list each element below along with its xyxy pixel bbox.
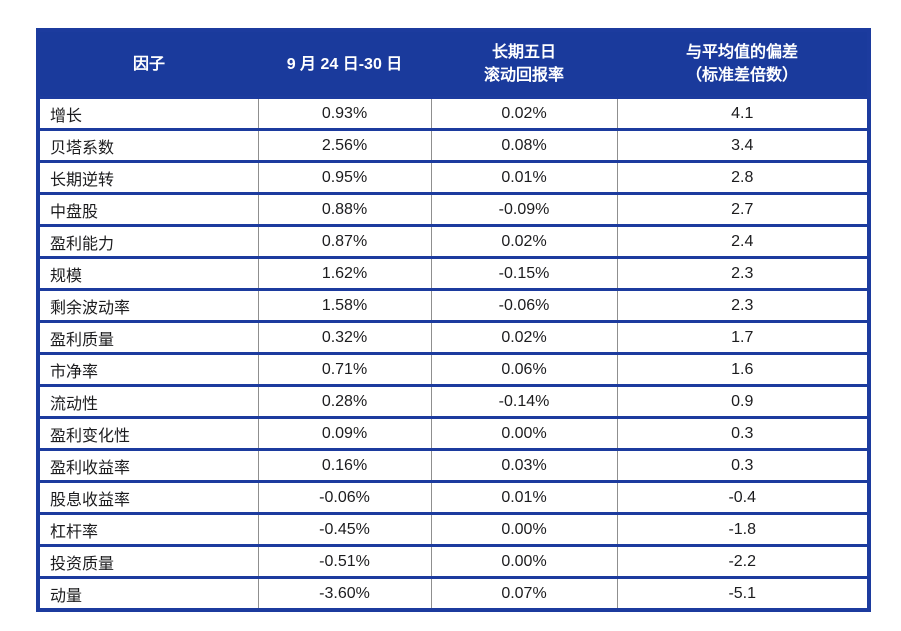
deviation-cell: 0.3: [616, 448, 869, 482]
deviation-cell: 1.7: [616, 320, 869, 354]
week-return-cell: 1.62%: [257, 256, 431, 290]
factor-cell: 长期逆转: [38, 160, 258, 194]
factor-cell: 市净率: [38, 352, 258, 386]
deviation-cell: -2.2: [616, 544, 869, 578]
table-row: 长期逆转 0.95% 0.01% 2.8: [38, 160, 869, 194]
rolling-return-cell: 0.01%: [430, 160, 617, 194]
rolling-return-cell: 0.07%: [430, 576, 617, 610]
factor-cell: 杠杆率: [38, 512, 258, 546]
week-return-cell: 0.71%: [257, 352, 431, 386]
factor-cell: 贝塔系数: [38, 128, 258, 162]
factor-returns-table: 因子 9 月 24 日-30 日 长期五日 滚动回报率 与平均值的偏差 （标准差…: [36, 28, 871, 612]
factor-cell: 增长: [38, 96, 258, 130]
factor-cell: 投资质量: [38, 544, 258, 578]
table-row: 盈利质量 0.32% 0.02% 1.7: [38, 320, 869, 354]
factor-cell: 剩余波动率: [38, 288, 258, 322]
week-return-cell: -3.60%: [257, 576, 431, 610]
rolling-return-cell: -0.06%: [430, 288, 617, 322]
table-header: 因子 9 月 24 日-30 日 长期五日 滚动回报率 与平均值的偏差 （标准差…: [38, 30, 869, 98]
rolling-return-cell: 0.06%: [430, 352, 617, 386]
deviation-cell: 2.3: [616, 256, 869, 290]
factor-cell: 动量: [38, 576, 258, 610]
table-row: 盈利能力 0.87% 0.02% 2.4: [38, 224, 869, 258]
deviation-cell: -5.1: [616, 576, 869, 610]
col-header-week-range-label: 9 月 24 日-30 日: [286, 55, 403, 73]
deviation-cell: 0.9: [616, 384, 869, 418]
deviation-cell: 4.1: [616, 96, 869, 130]
rolling-return-cell: 0.01%: [430, 480, 617, 514]
week-return-cell: 0.95%: [257, 160, 431, 194]
week-return-cell: 0.09%: [257, 416, 431, 450]
rolling-return-cell: 0.02%: [430, 224, 617, 258]
table-row: 流动性 0.28% -0.14% 0.9: [38, 384, 869, 418]
rolling-return-cell: 0.00%: [430, 512, 617, 546]
deviation-cell: 2.3: [616, 288, 869, 322]
rolling-return-cell: -0.14%: [430, 384, 617, 418]
table-row: 增长 0.93% 0.02% 4.1: [38, 96, 869, 130]
table-row: 杠杆率 -0.45% 0.00% -1.8: [38, 512, 869, 546]
header-row: 因子 9 月 24 日-30 日 长期五日 滚动回报率 与平均值的偏差 （标准差…: [38, 30, 869, 98]
table-row: 剩余波动率 1.58% -0.06% 2.3: [38, 288, 869, 322]
col-header-deviation: 与平均值的偏差 （标准差倍数）: [617, 30, 869, 98]
deviation-cell: 2.8: [616, 160, 869, 194]
factor-cell: 股息收益率: [38, 480, 258, 514]
col-header-week-range: 9 月 24 日-30 日: [258, 30, 431, 98]
week-return-cell: 1.58%: [257, 288, 431, 322]
table-row: 股息收益率 -0.06% 0.01% -0.4: [38, 480, 869, 514]
table-row: 贝塔系数 2.56% 0.08% 3.4: [38, 128, 869, 162]
factor-cell: 规模: [38, 256, 258, 290]
factor-cell: 流动性: [38, 384, 258, 418]
table-row: 盈利收益率 0.16% 0.03% 0.3: [38, 448, 869, 482]
col-header-factor: 因子: [38, 30, 258, 98]
rolling-return-cell: 0.08%: [430, 128, 617, 162]
week-return-cell: 0.93%: [257, 96, 431, 130]
table-body: 增长 0.93% 0.02% 4.1 贝塔系数 2.56% 0.08% 3.4 …: [38, 96, 869, 610]
deviation-cell: 2.4: [616, 224, 869, 258]
table-row: 盈利变化性 0.09% 0.00% 0.3: [38, 416, 869, 450]
table-row: 投资质量 -0.51% 0.00% -2.2: [38, 544, 869, 578]
table-row: 规模 1.62% -0.15% 2.3: [38, 256, 869, 290]
table-row: 中盘股 0.88% -0.09% 2.7: [38, 192, 869, 226]
deviation-cell: 1.6: [616, 352, 869, 386]
deviation-cell: 3.4: [616, 128, 869, 162]
factor-cell: 盈利能力: [38, 224, 258, 258]
week-return-cell: 0.16%: [257, 448, 431, 482]
factor-cell: 中盘股: [38, 192, 258, 226]
deviation-cell: 2.7: [616, 192, 869, 226]
rolling-return-cell: 0.00%: [430, 544, 617, 578]
week-return-cell: 0.28%: [257, 384, 431, 418]
factor-cell: 盈利收益率: [38, 448, 258, 482]
rolling-return-cell: 0.00%: [430, 416, 617, 450]
col-header-rolling-return: 长期五日 滚动回报率: [431, 30, 617, 98]
rolling-return-cell: 0.03%: [430, 448, 617, 482]
table-row: 市净率 0.71% 0.06% 1.6: [38, 352, 869, 386]
factor-cell: 盈利变化性: [38, 416, 258, 450]
factor-cell: 盈利质量: [38, 320, 258, 354]
week-return-cell: -0.51%: [257, 544, 431, 578]
rolling-return-cell: 0.02%: [430, 320, 617, 354]
rolling-return-cell: 0.02%: [430, 96, 617, 130]
table-row: 动量 -3.60% 0.07% -5.1: [38, 576, 869, 610]
factor-returns-table-container: 因子 9 月 24 日-30 日 长期五日 滚动回报率 与平均值的偏差 （标准差…: [36, 28, 871, 612]
deviation-cell: -0.4: [616, 480, 869, 514]
rolling-return-cell: -0.15%: [430, 256, 617, 290]
col-header-factor-label: 因子: [132, 55, 165, 73]
deviation-cell: 0.3: [616, 416, 869, 450]
week-return-cell: -0.06%: [257, 480, 431, 514]
week-return-cell: 0.87%: [257, 224, 431, 258]
deviation-cell: -1.8: [616, 512, 869, 546]
week-return-cell: 0.32%: [257, 320, 431, 354]
rolling-return-cell: -0.09%: [430, 192, 617, 226]
week-return-cell: 0.88%: [257, 192, 431, 226]
week-return-cell: -0.45%: [257, 512, 431, 546]
week-return-cell: 2.56%: [257, 128, 431, 162]
